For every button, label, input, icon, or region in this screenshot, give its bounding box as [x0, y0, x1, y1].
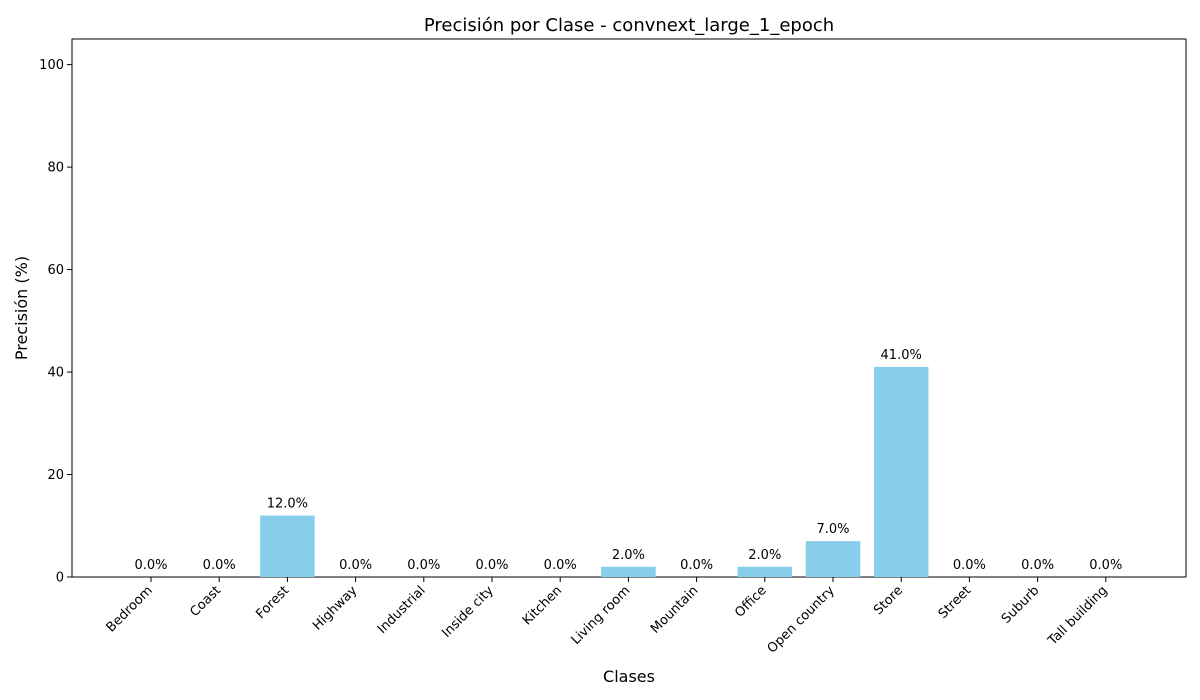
bar-value-label: 0.0% — [1021, 558, 1054, 573]
bar-value-label: 2.0% — [748, 548, 781, 563]
bar-value-label: 0.0% — [407, 558, 440, 573]
y-tick-label: 20 — [47, 468, 64, 483]
bar-value-label: 2.0% — [612, 548, 645, 563]
y-axis-label: Precisión (%) — [12, 256, 31, 360]
bar — [260, 515, 315, 577]
bar — [601, 566, 656, 577]
plot-area-frame — [71, 38, 1187, 578]
x-tick-label: Street — [936, 583, 975, 622]
x-tick-label: Bedroom — [104, 583, 156, 635]
x-tick-label: Mountain — [648, 583, 701, 636]
x-tick-label: Tall building — [1045, 583, 1111, 649]
y-tick-label: 40 — [47, 366, 64, 381]
x-tick-label: Highway — [310, 583, 361, 634]
y-tick-label: 60 — [47, 263, 64, 278]
bar-value-label: 0.0% — [475, 558, 508, 573]
x-tick-label: Living room — [569, 583, 634, 648]
x-tick-label: Inside city — [439, 583, 497, 641]
bar-value-label: 41.0% — [881, 348, 922, 363]
x-axis: Bedroom Coast Forest Highway Industrial Insid… — [104, 577, 1111, 656]
x-tick-label: Office — [732, 583, 769, 620]
bars-group: 0.0% 0.0% 12.0% 0.0% 0.0% 0.0% 0.0% 2.0% 0.0% 2.0… — [134, 348, 1122, 577]
x-axis-label: Clases — [603, 667, 655, 686]
x-tick-label: Store — [871, 583, 906, 618]
bar-value-label: 7.0% — [816, 522, 849, 537]
bar-value-label: 0.0% — [544, 558, 577, 573]
x-tick-label: Suburb — [999, 583, 1043, 627]
bar-value-label: 0.0% — [1089, 558, 1122, 573]
chart-title: Precisión por Clase - convnext_large_1_e… — [424, 15, 834, 36]
bar-value-label: 0.0% — [680, 558, 713, 573]
bar-value-label: 0.0% — [203, 558, 236, 573]
bar-value-label: 12.0% — [267, 497, 308, 512]
bar — [805, 541, 861, 577]
y-tick-label: 0 — [56, 571, 64, 586]
y-tick-label: 80 — [47, 161, 64, 176]
x-tick-label: Coast — [187, 583, 224, 620]
y-axis: 0 20 40 60 80 100 — [39, 58, 72, 586]
bar-value-label: 0.0% — [134, 558, 167, 573]
x-tick-label: Industrial — [375, 583, 429, 637]
bar-value-label: 0.0% — [953, 558, 986, 573]
bar — [873, 366, 929, 577]
bar — [737, 566, 793, 577]
x-tick-label: Forest — [253, 583, 292, 622]
y-tick-label: 100 — [39, 58, 64, 73]
bar-value-label: 0.0% — [339, 558, 372, 573]
x-tick-label: Open country — [765, 583, 838, 656]
x-tick-label: Kitchen — [520, 583, 565, 628]
